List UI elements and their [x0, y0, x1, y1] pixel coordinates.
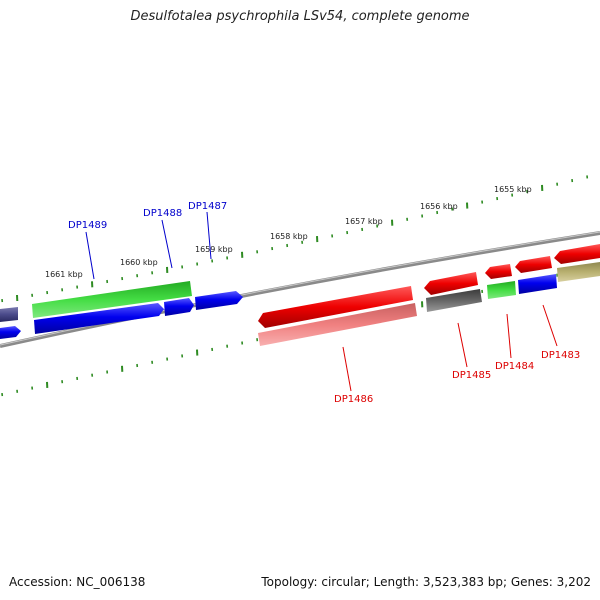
gene-feature-blue[interactable]: [164, 298, 194, 316]
gene-label-dp1483[interactable]: DP1483: [541, 350, 580, 361]
gene-leader-lines: [85, 211, 558, 392]
gene-feature-red[interactable]: [485, 264, 512, 279]
gene-feature-blue[interactable]: [195, 291, 243, 310]
scale-label: 1655 kbp: [494, 185, 532, 194]
gene-feature-blue[interactable]: [518, 274, 557, 294]
scale-label: 1660 kbp: [120, 258, 158, 267]
gene-feature-blue[interactable]: [0, 326, 21, 339]
gene-label-dp1484[interactable]: DP1484: [495, 361, 534, 372]
forward-strand-genes: [0, 262, 600, 339]
gene-label-dp1486[interactable]: DP1486: [334, 394, 373, 405]
scale-label: 1658 kbp: [270, 232, 308, 241]
scale-label: 1657 kbp: [345, 217, 383, 226]
gene-feature-red[interactable]: [258, 286, 413, 328]
genome-backbone-highlight: [0, 231, 600, 346]
gene-feature-red[interactable]: [554, 244, 600, 264]
gene-label-dp1485[interactable]: DP1485: [452, 370, 491, 381]
gene-label-dp1488[interactable]: DP1488: [143, 208, 182, 219]
gene-label-dp1487[interactable]: DP1487: [188, 201, 227, 212]
gene-feature-red[interactable]: [424, 272, 478, 295]
gene-labels: DP1489 DP1488 DP1487 DP1486 DP1485 DP148…: [68, 201, 580, 405]
gene-feature-grey[interactable]: [426, 289, 482, 312]
accession-text: Accession: NC_006138: [9, 575, 146, 589]
genome-summary-text: Topology: circular; Length: 3,523,383 bp…: [261, 575, 591, 589]
gene-feature-green[interactable]: [32, 281, 192, 318]
gene-label-dp1489[interactable]: DP1489: [68, 220, 107, 231]
scale-label: 1661 kbp: [45, 270, 83, 279]
reverse-strand-genes: [258, 244, 600, 346]
scale-label: 1656 kbp: [420, 202, 458, 211]
genome-title: Desulfotalea psychrophila LSv54, complet…: [130, 9, 470, 24]
scale-label: 1659 kbp: [195, 245, 233, 254]
scale-ticks-outer: [1, 175, 589, 303]
gene-feature-red[interactable]: [515, 256, 552, 273]
gene-feature-green[interactable]: [487, 281, 516, 299]
gene-feature-purple[interactable]: [0, 307, 18, 322]
genome-backbone: [0, 231, 600, 348]
gene-feature-pink[interactable]: [258, 303, 417, 346]
gene-feature-blue[interactable]: [34, 303, 164, 334]
scale-labels: 1661 kbp 1660 kbp 1659 kbp 1658 kbp 1657…: [45, 185, 532, 279]
gene-feature-olive[interactable]: [557, 262, 600, 282]
